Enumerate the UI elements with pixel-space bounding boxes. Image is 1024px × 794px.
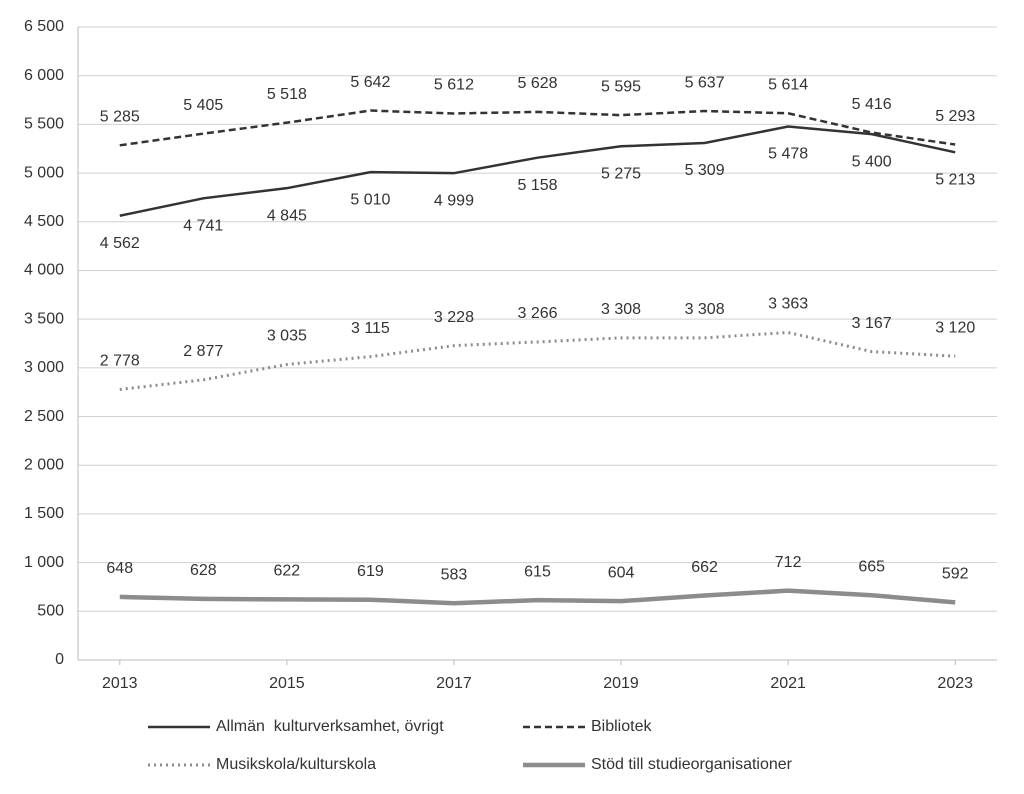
data-label: 592 bbox=[942, 566, 969, 583]
series-line bbox=[119, 588, 956, 606]
data-label: 628 bbox=[190, 562, 217, 579]
data-label: 2 778 bbox=[100, 353, 140, 370]
data-label: 604 bbox=[608, 564, 635, 581]
legend-label: Bibliotek bbox=[591, 718, 652, 735]
x-tick-label: 2023 bbox=[937, 675, 973, 692]
y-tick-label: 2 500 bbox=[24, 408, 64, 425]
data-label: 5 595 bbox=[601, 78, 641, 95]
y-tick-label: 3 000 bbox=[24, 359, 64, 376]
y-tick-label: 4 000 bbox=[24, 262, 64, 279]
data-label: 5 405 bbox=[183, 97, 223, 114]
y-tick-label: 2 000 bbox=[24, 456, 64, 473]
data-label: 5 518 bbox=[267, 86, 307, 103]
data-label: 5 642 bbox=[350, 74, 390, 91]
data-label: 5 614 bbox=[768, 77, 808, 94]
data-label: 5 309 bbox=[685, 162, 725, 179]
data-label: 3 363 bbox=[768, 296, 808, 313]
data-label: 3 228 bbox=[434, 309, 474, 326]
legend-label: Allmän kulturverksamhet, övrigt bbox=[216, 718, 444, 735]
y-tick-label: 4 500 bbox=[24, 213, 64, 230]
y-tick-label: 1 500 bbox=[24, 505, 64, 522]
data-label: 3 266 bbox=[517, 305, 557, 322]
data-label: 3 308 bbox=[601, 301, 641, 318]
x-tick-label: 2017 bbox=[436, 675, 472, 692]
data-label: 583 bbox=[441, 566, 468, 583]
legend-label: Stöd till studieorganisationer bbox=[591, 756, 793, 773]
x-tick-label: 2013 bbox=[102, 675, 138, 692]
x-tick-label: 2015 bbox=[269, 675, 305, 692]
data-label: 665 bbox=[858, 558, 885, 575]
y-tick-label: 1 000 bbox=[24, 554, 64, 571]
series-line bbox=[119, 109, 956, 147]
x-tick-label: 2021 bbox=[770, 675, 806, 692]
x-tick-label: 2019 bbox=[603, 675, 639, 692]
y-tick-label: 5 500 bbox=[24, 116, 64, 133]
data-label: 4 845 bbox=[267, 207, 307, 224]
data-label: 619 bbox=[357, 563, 384, 580]
data-label: 615 bbox=[524, 563, 551, 580]
y-tick-label: 3 500 bbox=[24, 310, 64, 327]
series-line bbox=[119, 125, 956, 217]
data-label: 2 877 bbox=[183, 343, 223, 360]
data-label: 3 115 bbox=[351, 320, 390, 337]
data-label: 5 010 bbox=[350, 191, 390, 208]
data-label: 3 167 bbox=[852, 315, 892, 332]
data-label: 3 120 bbox=[935, 319, 975, 336]
y-tick-label: 500 bbox=[37, 603, 64, 620]
data-label: 5 478 bbox=[768, 146, 808, 163]
data-label: 622 bbox=[274, 563, 301, 580]
data-label: 5 158 bbox=[517, 177, 557, 194]
data-label: 5 293 bbox=[935, 108, 975, 125]
data-label: 712 bbox=[775, 554, 802, 571]
data-label: 5 285 bbox=[100, 109, 140, 126]
data-label: 5 213 bbox=[935, 172, 975, 189]
data-label: 5 416 bbox=[852, 96, 892, 113]
data-label: 662 bbox=[691, 559, 718, 576]
data-label: 4 562 bbox=[100, 235, 140, 252]
data-label: 3 308 bbox=[685, 301, 725, 318]
y-tick-label: 6 000 bbox=[24, 67, 64, 84]
data-label: 648 bbox=[106, 560, 133, 577]
y-tick-label: 5 000 bbox=[24, 164, 64, 181]
series-line bbox=[119, 330, 956, 391]
data-label: 5 275 bbox=[601, 166, 641, 183]
data-label: 5 628 bbox=[517, 75, 557, 92]
data-label: 4 741 bbox=[183, 218, 223, 235]
y-tick-label: 6 500 bbox=[24, 18, 64, 35]
data-label: 4 999 bbox=[434, 192, 474, 209]
data-label: 5 637 bbox=[685, 74, 725, 91]
legend-label: Musikskola/kulturskola bbox=[216, 756, 376, 773]
y-tick-label: 0 bbox=[55, 651, 64, 668]
data-label: 5 400 bbox=[852, 153, 892, 170]
data-label: 3 035 bbox=[267, 328, 307, 345]
data-label: 5 612 bbox=[434, 77, 474, 94]
